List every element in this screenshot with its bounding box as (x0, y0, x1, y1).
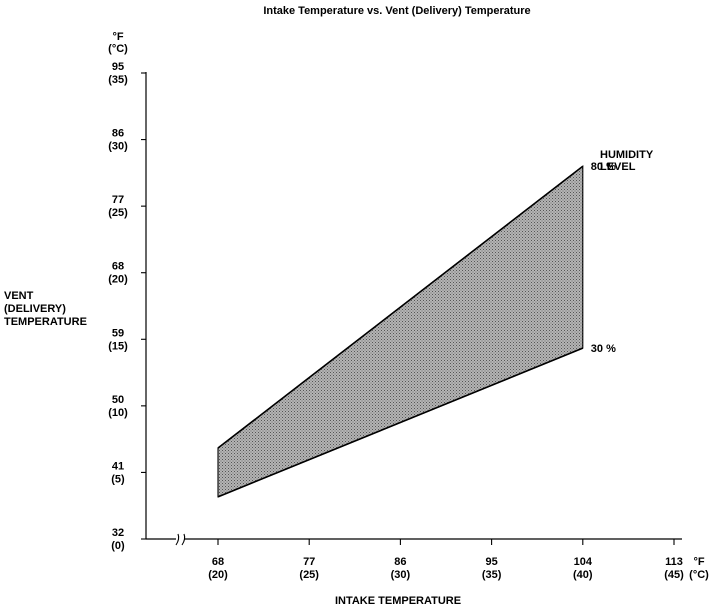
x-tick-label-f: 104 (574, 556, 593, 568)
y-tick-label-c: (5) (111, 473, 125, 485)
x-tick-label-f: 95 (485, 556, 497, 568)
x-tick-label-c: (35) (482, 569, 502, 581)
y-tick-label-f: 32 (112, 527, 124, 539)
y-unit-label-f: °F (112, 31, 123, 43)
y-tick-label-f: 59 (112, 327, 124, 339)
x-tick-label-c: (45) (664, 569, 684, 581)
series-line-80-percent (217, 165, 584, 449)
x-tick-label-c: (40) (573, 569, 593, 581)
y-tick-label-c: (30) (108, 141, 128, 153)
y-tick-label-f: 86 (112, 128, 124, 140)
x-tick-label-c: (20) (208, 569, 228, 581)
x-unit-label-c: (°C) (689, 569, 709, 581)
humidity-band-area (217, 165, 584, 498)
x-unit-label-f: °F (693, 556, 704, 568)
y-unit-label-c: (°C) (108, 43, 128, 55)
axis-break-mark (175, 533, 186, 546)
y-tick-label-c: (35) (108, 74, 128, 86)
y-tick-label-c: (20) (108, 274, 128, 286)
series-label-30-percent: 30 % (591, 343, 616, 355)
chart-title: Intake Temperature vs. Vent (Delivery) T… (263, 5, 530, 17)
x-tick-label-f: 113 (665, 556, 683, 568)
y-tick-label-c: (25) (108, 207, 128, 219)
band-label-line-1: HUMIDITY (600, 149, 654, 161)
y-axis-title-line-2: (DELIVERY) (4, 303, 66, 315)
series-line-30-percent (217, 347, 584, 498)
y-tick-label-f: 68 (112, 261, 124, 273)
y-tick-label-f: 77 (112, 194, 124, 206)
x-tick-label-c: (25) (299, 569, 319, 581)
band-layer: 80 % 30 % (217, 161, 616, 498)
ticks-layer: 32(0)41(5)50(10)59(15)68(20)77(25)86(30)… (108, 61, 684, 581)
x-tick-label-f: 68 (212, 556, 224, 568)
y-tick-label-c: (15) (108, 340, 128, 352)
y-tick-label-c: (10) (108, 407, 128, 419)
y-tick-label-f: 41 (112, 460, 124, 472)
y-tick-label-f: 50 (112, 394, 124, 406)
x-axis-title: INTAKE TEMPERATURE (335, 595, 461, 607)
y-axis-title-line-3: TEMPERATURE (4, 316, 87, 328)
band-label-line-2: LEVEL (600, 161, 636, 173)
x-tick-label-f: 86 (394, 556, 406, 568)
x-tick-label-f: 77 (303, 556, 315, 568)
y-tick-label-c: (0) (111, 540, 125, 552)
series-label-80-percent: 80 % (591, 161, 616, 173)
x-tick-label-c: (30) (391, 569, 411, 581)
y-tick-label-f: 95 (112, 61, 124, 73)
y-axis-title-line-1: VENT (4, 290, 34, 302)
